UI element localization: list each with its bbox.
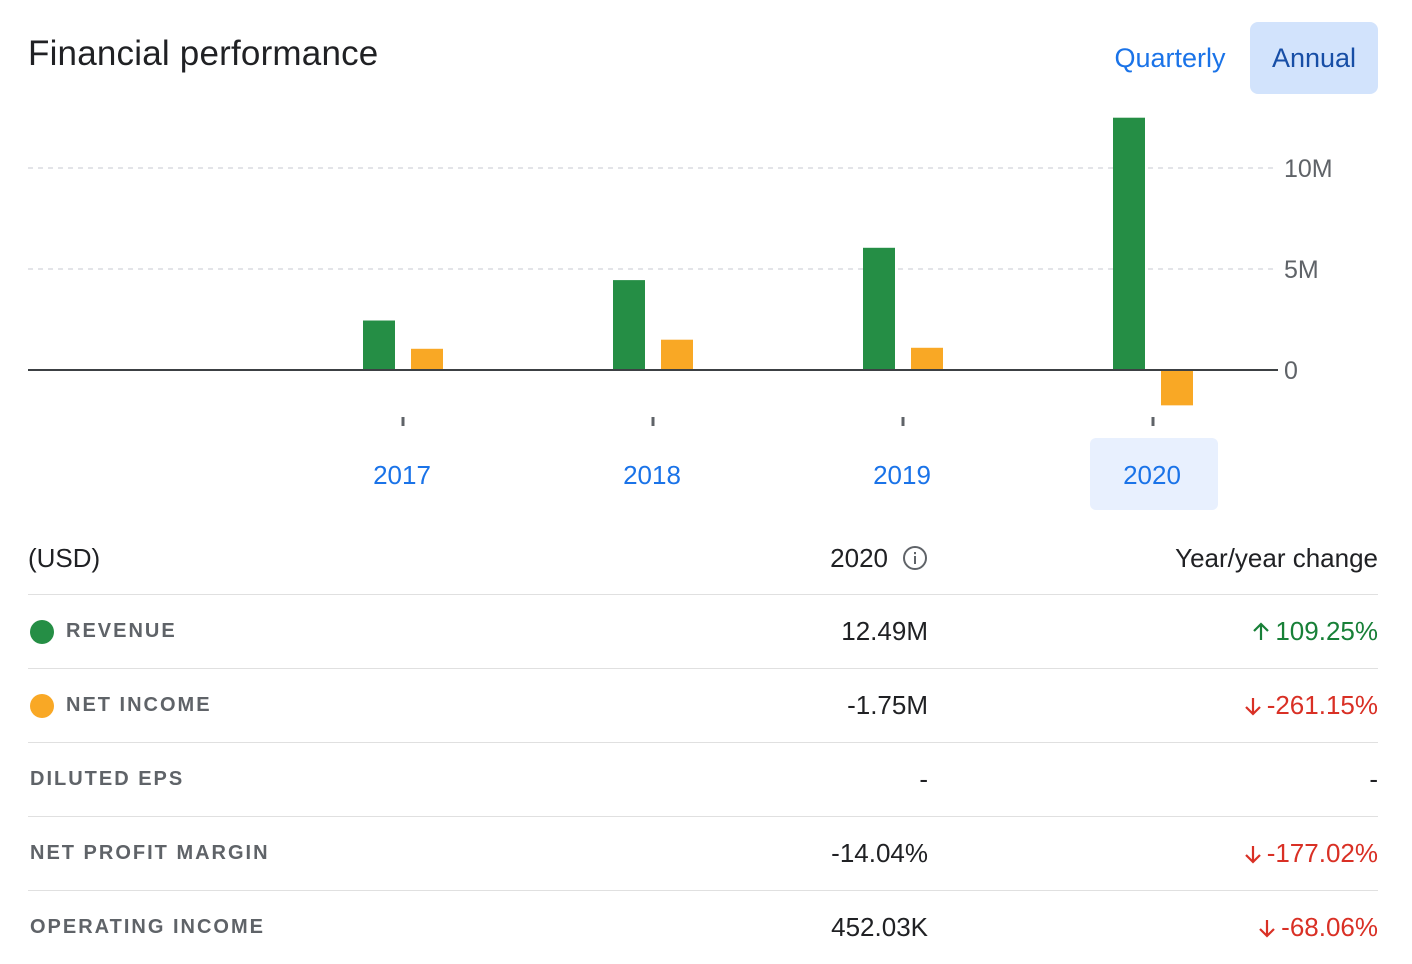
arrow-down-icon [1259, 919, 1275, 938]
x-tick-mark [901, 417, 905, 426]
change-value: -68.06% [1281, 912, 1378, 942]
metric-change: -68.06% [1257, 912, 1378, 943]
x-tick-mark [651, 417, 655, 426]
page-title: Financial performance [28, 34, 379, 73]
net-income-bar[interactable] [911, 347, 943, 370]
legend-dot-icon [30, 693, 54, 718]
metric-name: OPERATING INCOME [28, 916, 265, 939]
quarterly-toggle-button[interactable]: Quarterly [1114, 42, 1226, 73]
currency-label: (USD) [28, 542, 101, 573]
table-row: NET PROFIT MARGIN -14.04% -177.02% [28, 817, 1378, 891]
financial-bar-chart: 0 5M 10M 2017 2018 2019 2020 [28, 117, 1333, 510]
table-header: (USD) 2020 Year/year change [28, 522, 1378, 595]
metric-label: NET PROFIT MARGIN [30, 842, 270, 864]
metric-name: NET PROFIT MARGIN [28, 842, 270, 865]
annual-toggle-button[interactable]: Annual [1250, 22, 1378, 94]
year-label-2019[interactable]: 2019 [873, 460, 931, 490]
arrow-up-icon [1253, 621, 1270, 640]
y-tick-label: 10M [1284, 155, 1333, 183]
x-tick-mark [1151, 417, 1155, 426]
metric-change: 109.25% [1251, 616, 1378, 647]
arrow-down-icon [1244, 845, 1261, 864]
change-value: - [1369, 764, 1378, 794]
revenue-bar[interactable] [363, 320, 395, 370]
metric-label: OPERATING INCOME [30, 916, 265, 938]
revenue-bar[interactable] [613, 280, 645, 370]
metric-change: -177.02% [1243, 838, 1378, 869]
revenue-bar[interactable] [863, 247, 895, 370]
y-tick-label: 5M [1284, 256, 1319, 284]
change-value: -177.02% [1266, 838, 1378, 868]
net-income-bar[interactable] [1161, 370, 1193, 406]
revenue-bar[interactable] [1113, 117, 1145, 370]
metric-value: - [919, 764, 928, 794]
table-row: REVENUE 12.49M 109.25% [28, 595, 1378, 669]
table-row: DILUTED EPS - - [28, 743, 1378, 817]
year-label-2020[interactable]: 2020 [1123, 460, 1181, 490]
net-income-bar[interactable] [411, 348, 443, 370]
arrow-down-icon [1244, 697, 1261, 716]
year-label-2017[interactable]: 2017 [373, 460, 431, 490]
metric-value: 12.49M [841, 616, 928, 646]
metric-label: DILUTED EPS [30, 768, 185, 790]
year-label-2018[interactable]: 2018 [623, 460, 681, 490]
selected-year-highlight [1090, 438, 1218, 510]
metric-label: NET INCOME [66, 694, 212, 716]
metric-change: - [1369, 764, 1378, 795]
change-value: 109.25% [1275, 616, 1378, 646]
change-column-header: Year/year change [1175, 542, 1378, 573]
net-income-bar[interactable] [661, 339, 693, 370]
metric-value: -1.75M [847, 690, 928, 720]
x-tick-mark [401, 417, 405, 426]
metric-name: REVENUE [28, 619, 177, 644]
table-row: NET INCOME -1.75M -261.15% [28, 669, 1378, 743]
metric-name: DILUTED EPS [28, 768, 184, 791]
metric-value: 452.03K [831, 912, 928, 942]
financial-table: (USD) 2020 Year/year change REVENUE 12.49… [28, 522, 1378, 964]
year-column-header: 2020 [830, 543, 928, 574]
year-label: 2020 [830, 542, 888, 573]
info-icon[interactable] [902, 545, 928, 571]
y-tick-label: 0 [1284, 357, 1298, 385]
metric-value: -14.04% [831, 838, 928, 868]
table-body: REVENUE 12.49M 109.25% NET INCOME -1.75M -261… [28, 595, 1378, 964]
table-row: OPERATING INCOME 452.03K -68.06% [28, 891, 1378, 964]
metric-name: NET INCOME [28, 693, 212, 718]
metric-label: REVENUE [66, 620, 177, 642]
metric-change: -261.15% [1243, 690, 1378, 721]
change-value: -261.15% [1266, 690, 1378, 720]
legend-dot-icon [30, 619, 54, 644]
